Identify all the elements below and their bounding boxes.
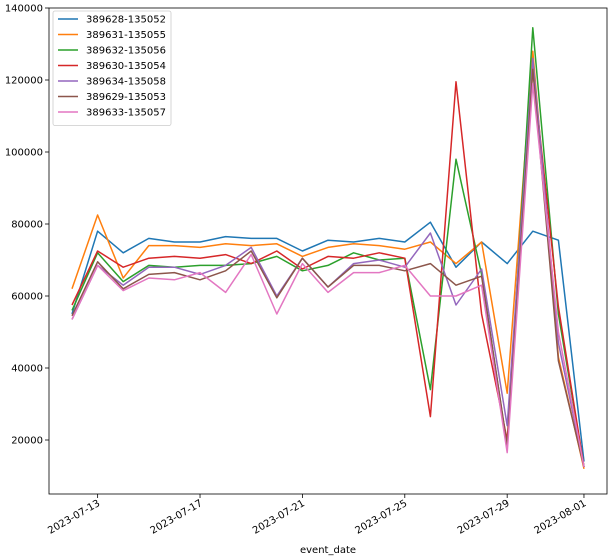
- y-tick-label: 120000: [5, 76, 43, 87]
- series-line-389633-135057: [71, 82, 585, 468]
- x-tick-label: 2023-07-25: [353, 498, 409, 537]
- x-tick-label: 2023-07-13: [46, 498, 102, 537]
- legend-box: [52, 10, 172, 126]
- x-tick-label: 2023-07-29: [456, 498, 512, 537]
- legend: 389628-135052 389631-135055 389632-135056 3…: [52, 10, 172, 126]
- series-line-389631-135055: [71, 50, 585, 469]
- legend-label: 389633-135057: [86, 108, 166, 119]
- y-tick-label: 60000: [11, 292, 43, 303]
- legend-label: 389634-135058: [86, 77, 166, 88]
- y-tick-label: 20000: [11, 436, 43, 447]
- y-tick-label: 140000: [5, 4, 43, 15]
- plot-frame: [48, 7, 608, 495]
- y-tick-label: 80000: [11, 220, 43, 231]
- series-line-389629-135053: [71, 68, 585, 468]
- legend-label: 389628-135052: [86, 15, 166, 26]
- x-axis: 2023-07-13 2023-07-17 2023-07-21 2023-07-25…: [46, 494, 588, 537]
- legend-label: 389632-135056: [86, 46, 166, 57]
- y-tick-label: 100000: [5, 148, 43, 159]
- legend-label: 389630-135054: [86, 61, 166, 72]
- x-axis-label: event_date: [300, 545, 356, 556]
- legend-label: 389629-135053: [86, 92, 166, 103]
- x-tick-label: 2023-07-17: [149, 498, 205, 537]
- series-line-389628-135052: [71, 221, 585, 462]
- legend-label: 389631-135055: [86, 30, 166, 41]
- x-tick-label: 2023-07-21: [251, 498, 307, 537]
- y-axis: 20000 40000 60000 80000 100000 120000 140000: [5, 4, 49, 447]
- series-layer: [71, 27, 585, 469]
- y-tick-label: 40000: [11, 364, 43, 375]
- x-tick-label: 2023-08-01: [533, 498, 589, 537]
